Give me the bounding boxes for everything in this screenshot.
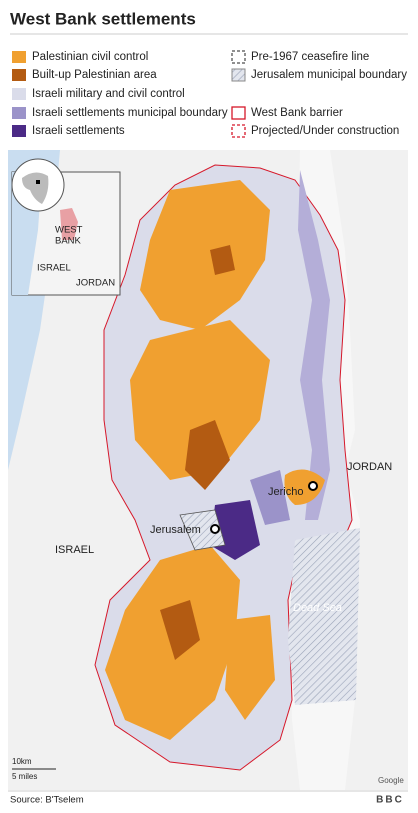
attribution: Google (378, 776, 404, 785)
map-label: ISRAEL (55, 544, 94, 556)
legend-label: Pre-1967 ceasefire line (251, 51, 369, 63)
built-up (210, 245, 235, 275)
built-up (185, 420, 230, 490)
legend-label: Built-up Palestinian area (32, 69, 157, 81)
source: Source: B'Tselem (10, 795, 84, 806)
inset-label: ISRAEL (37, 263, 71, 274)
inset-label: JORDAN (76, 278, 115, 289)
swatch (231, 124, 246, 138)
legend-label: West Bank barrier (251, 107, 343, 119)
jericho-marker (308, 481, 318, 491)
logo-box (372, 794, 408, 806)
legend-label: Israeli military and civil control (32, 88, 185, 100)
swatch (12, 51, 26, 63)
globe-land (22, 172, 49, 204)
settlement-boundary (298, 170, 330, 520)
logo: BBC (376, 795, 404, 806)
dead-sea (288, 528, 360, 705)
civil-control (130, 320, 270, 480)
swatch (12, 69, 26, 81)
inset-label: WEST (55, 225, 83, 236)
swatch (12, 125, 26, 137)
swatch (231, 50, 246, 64)
swatch (12, 107, 26, 119)
legend-label: Palestinian civil control (32, 51, 148, 63)
map-label: Jericho (268, 486, 303, 498)
map: JORDAN Jericho Jerusalem ISRAEL Dead Sea… (8, 150, 408, 790)
title: West Bank settlements (10, 9, 196, 28)
legend-label: Israeli settlements municipal boundary (32, 107, 228, 119)
legend-label: Jerusalem municipal boundary (251, 69, 407, 81)
legend-label: Projected/Under construction (251, 125, 399, 137)
jericho-area (284, 469, 325, 505)
legend: Palestinian civil control Built-up Pales… (12, 50, 407, 138)
map-label: Jerusalem (150, 524, 201, 536)
civil-control (140, 180, 270, 330)
scale-label: 10km (12, 757, 32, 766)
globe-marker (36, 180, 40, 184)
inset-west-bank (60, 208, 78, 240)
inset-label: BANK (55, 236, 82, 247)
built-up (160, 600, 200, 660)
swatch (231, 106, 246, 120)
civil-control (225, 615, 275, 720)
settlement-boundary (250, 470, 290, 525)
jerusalem-marker (210, 524, 220, 534)
swatch (231, 68, 246, 82)
legend-label: Israeli settlements (32, 125, 125, 137)
scale-label: 5 miles (12, 772, 37, 781)
map-label: Dead Sea (293, 602, 342, 614)
swatch (12, 88, 26, 100)
map-label: JORDAN (347, 461, 392, 473)
jerusalem-boundary (179, 509, 226, 551)
